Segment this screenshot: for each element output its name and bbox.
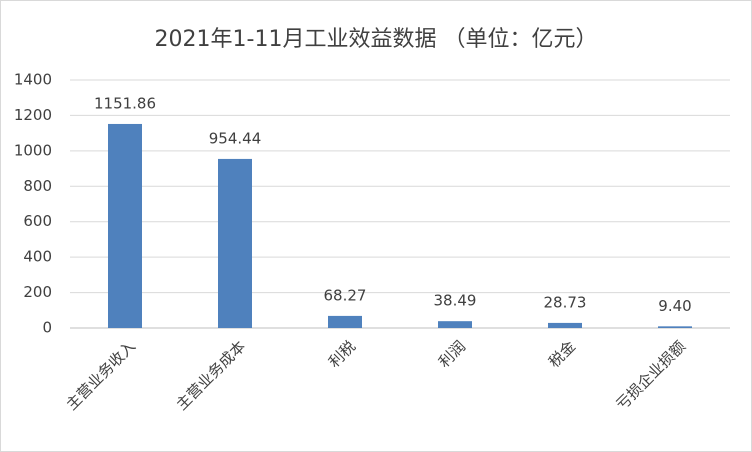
value-label: 954.44 [209, 129, 262, 147]
y-tick-label: 600 [23, 212, 52, 230]
value-label: 68.27 [324, 286, 367, 304]
bar [328, 315, 362, 328]
value-label: 9.40 [658, 297, 691, 315]
bar [218, 158, 252, 328]
y-tick-label: 200 [23, 283, 52, 301]
bar [108, 123, 142, 328]
bar [438, 321, 472, 328]
y-tick-label: 1400 [14, 71, 52, 89]
y-tick-label: 1000 [14, 141, 52, 159]
y-tick-label: 800 [23, 177, 52, 195]
bar [658, 326, 692, 328]
value-label: 1151.86 [94, 94, 156, 112]
bar [548, 322, 582, 328]
value-label: 38.49 [434, 292, 477, 310]
y-tick-label: 0 [42, 319, 52, 337]
y-tick-label: 400 [23, 248, 52, 266]
value-label: 28.73 [544, 293, 587, 311]
y-tick-label: 1200 [14, 106, 52, 124]
chart-title: 2021年1-11月工业效益数据 （单位：亿元） [155, 27, 598, 52]
